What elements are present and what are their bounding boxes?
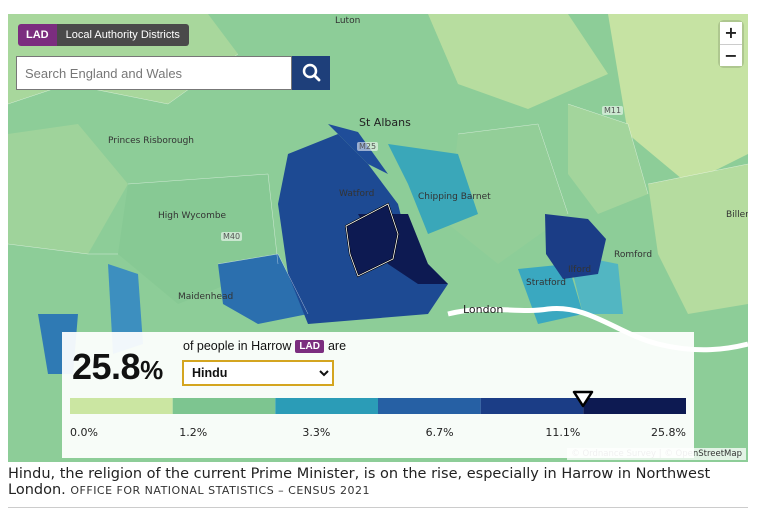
- place-label-london: London: [463, 303, 504, 316]
- selected-value-marker: [573, 390, 594, 408]
- place-label-chipping-barnet: Chipping Barnet: [418, 192, 491, 202]
- scale-tick-label: 25.8%: [651, 426, 686, 439]
- district-area: [388, 144, 478, 234]
- district-area: [218, 254, 308, 324]
- layer-badge-code: LAD: [18, 24, 57, 46]
- caption-credit: OFFICE FOR NATIONAL STATISTICS – CENSUS …: [70, 484, 371, 497]
- search-icon: [302, 63, 321, 82]
- choropleth-map[interactable]: Luton St Albans Princes Risborough Watfo…: [8, 14, 748, 462]
- scale-segment: [480, 398, 584, 414]
- layer-badge: LAD Local Authority Districts: [18, 24, 189, 46]
- district-area: [8, 124, 128, 254]
- legend-panel: 25.8% of people in Harrow LAD are Hindu …: [62, 332, 694, 458]
- scale-tick-label: 1.2%: [179, 426, 208, 439]
- stat-unit: %: [140, 355, 163, 385]
- scale-segment: [583, 398, 686, 414]
- scale-tick-label: 3.3%: [302, 426, 331, 439]
- scale-segment: [378, 398, 481, 414]
- harrow-outline: [345, 203, 399, 277]
- stat-sentence-prefix: of people in Harrow: [183, 339, 292, 353]
- district-area: [448, 124, 568, 264]
- district-area: [608, 14, 748, 184]
- stat-sentence: of people in Harrow LAD are: [183, 339, 346, 353]
- district-area: [545, 214, 606, 279]
- caption-text: Hindu, the religion of the current Prime…: [8, 466, 711, 498]
- river-thames: [447, 305, 748, 353]
- place-label-billericay: Billeri: [726, 210, 748, 220]
- layer-badge-label: Local Authority Districts: [56, 24, 189, 46]
- place-label-high-wycombe: High Wycombe: [158, 211, 227, 221]
- district-area: [648, 164, 748, 314]
- stat-sentence-suffix: are: [327, 339, 347, 353]
- road-label-m25: M25: [357, 142, 379, 151]
- color-scale-bar: [70, 398, 686, 414]
- zoom-out-button[interactable]: −: [720, 44, 742, 66]
- place-label-luton: Luton: [335, 16, 361, 26]
- scale-tick-label: 11.1%: [545, 426, 581, 439]
- scale-segment: [70, 398, 173, 414]
- religion-select[interactable]: Hindu: [182, 360, 334, 386]
- divider: [8, 507, 748, 508]
- place-label-ilford: Ilford: [568, 265, 592, 275]
- district-area: [568, 104, 648, 214]
- place-label-princes-risborough: Princes Risborough: [108, 136, 195, 146]
- stat-number: 25.8: [72, 346, 141, 387]
- place-label-watford: Watford: [339, 189, 375, 199]
- zoom-control: + −: [720, 22, 742, 66]
- search-input[interactable]: [16, 56, 292, 90]
- search-bar: [16, 56, 330, 90]
- scale-segment: [275, 398, 378, 414]
- district-area: [428, 14, 608, 109]
- stat-lad-badge: LAD: [295, 339, 324, 353]
- place-label-romford: Romford: [614, 250, 653, 260]
- stat-value: 25.8%: [72, 346, 163, 388]
- place-label-maidenhead: Maidenhead: [178, 292, 234, 302]
- zoom-in-button[interactable]: +: [720, 22, 742, 44]
- scale-tick-label: 6.7%: [425, 426, 454, 439]
- district-area: [108, 264, 143, 354]
- scale-ticks: 0.0% 1.2% 3.3% 6.7% 11.1% 25.8%: [70, 426, 686, 440]
- map-canvas: [8, 14, 748, 462]
- scale-segment: [172, 398, 276, 414]
- color-scale: [70, 398, 686, 414]
- road-label-m11: M11: [602, 106, 624, 115]
- scale-tick-label: 0.0%: [70, 426, 98, 439]
- place-label-st-albans: St Albans: [359, 116, 411, 129]
- figure-caption: Hindu, the religion of the current Prime…: [8, 466, 728, 499]
- search-button[interactable]: [292, 56, 330, 90]
- road-label-m40: M40: [221, 232, 243, 241]
- place-label-stratford: Stratford: [526, 278, 566, 288]
